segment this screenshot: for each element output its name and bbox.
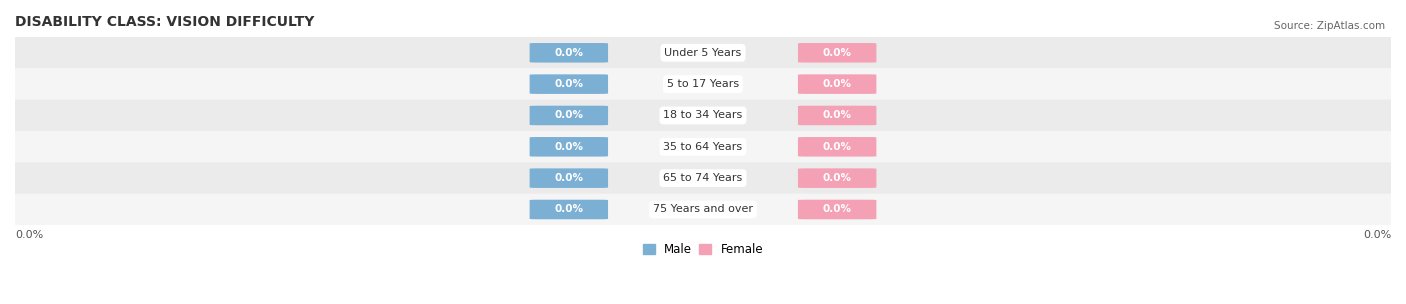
FancyBboxPatch shape — [8, 194, 1398, 225]
FancyBboxPatch shape — [530, 200, 607, 219]
Text: 18 to 34 Years: 18 to 34 Years — [664, 110, 742, 120]
Legend: Male, Female: Male, Female — [638, 238, 768, 261]
FancyBboxPatch shape — [799, 74, 876, 94]
FancyBboxPatch shape — [8, 100, 1398, 131]
Text: Source: ZipAtlas.com: Source: ZipAtlas.com — [1274, 21, 1385, 31]
Text: 75 Years and over: 75 Years and over — [652, 205, 754, 215]
FancyBboxPatch shape — [530, 43, 607, 63]
Text: 0.0%: 0.0% — [823, 205, 852, 215]
Text: 0.0%: 0.0% — [554, 110, 583, 120]
FancyBboxPatch shape — [799, 137, 876, 157]
FancyBboxPatch shape — [530, 168, 607, 188]
FancyBboxPatch shape — [8, 37, 1398, 69]
Text: 65 to 74 Years: 65 to 74 Years — [664, 173, 742, 183]
Text: 0.0%: 0.0% — [823, 79, 852, 89]
Text: 0.0%: 0.0% — [554, 79, 583, 89]
Text: 0.0%: 0.0% — [554, 48, 583, 58]
Text: 0.0%: 0.0% — [554, 205, 583, 215]
Text: 0.0%: 0.0% — [823, 110, 852, 120]
Text: 0.0%: 0.0% — [823, 173, 852, 183]
FancyBboxPatch shape — [530, 106, 607, 125]
Text: 0.0%: 0.0% — [823, 48, 852, 58]
Text: 0.0%: 0.0% — [823, 142, 852, 152]
Text: 35 to 64 Years: 35 to 64 Years — [664, 142, 742, 152]
FancyBboxPatch shape — [799, 43, 876, 63]
FancyBboxPatch shape — [8, 131, 1398, 163]
Text: 0.0%: 0.0% — [554, 142, 583, 152]
FancyBboxPatch shape — [530, 137, 607, 157]
Text: 0.0%: 0.0% — [1362, 230, 1391, 240]
FancyBboxPatch shape — [799, 106, 876, 125]
FancyBboxPatch shape — [8, 68, 1398, 100]
FancyBboxPatch shape — [799, 168, 876, 188]
Text: 5 to 17 Years: 5 to 17 Years — [666, 79, 740, 89]
Text: DISABILITY CLASS: VISION DIFFICULTY: DISABILITY CLASS: VISION DIFFICULTY — [15, 15, 315, 29]
Text: 0.0%: 0.0% — [15, 230, 44, 240]
FancyBboxPatch shape — [8, 162, 1398, 194]
Text: Under 5 Years: Under 5 Years — [665, 48, 741, 58]
FancyBboxPatch shape — [799, 200, 876, 219]
FancyBboxPatch shape — [530, 74, 607, 94]
Text: 0.0%: 0.0% — [554, 173, 583, 183]
